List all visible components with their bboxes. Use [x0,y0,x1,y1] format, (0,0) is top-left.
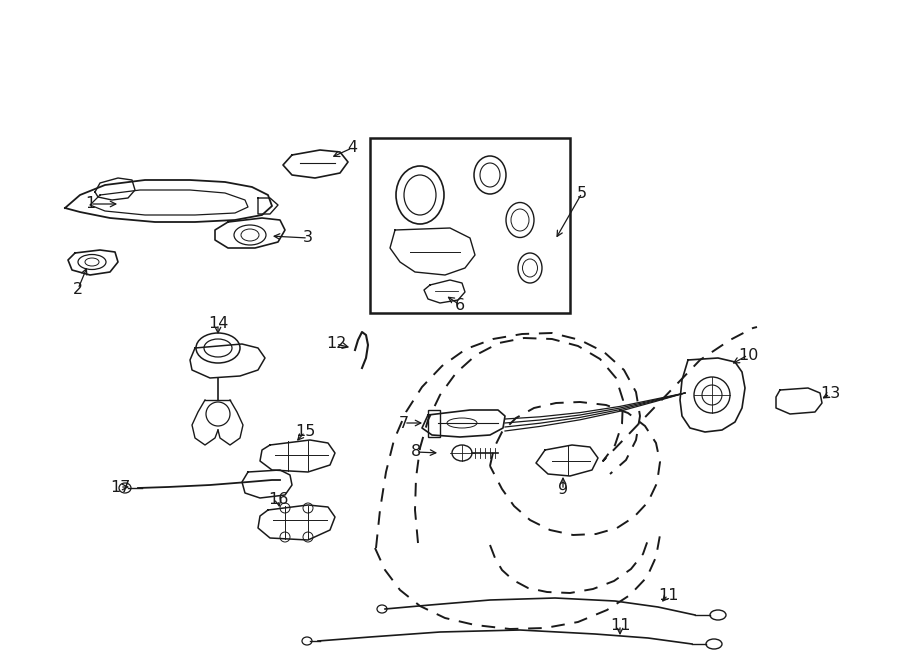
Ellipse shape [452,445,472,461]
Text: 16: 16 [268,492,288,508]
Text: 12: 12 [326,336,346,352]
Text: 5: 5 [577,186,587,200]
Text: 11: 11 [658,588,679,602]
Text: 1: 1 [85,196,95,212]
Text: 4: 4 [346,141,357,155]
Text: 8: 8 [411,444,421,459]
Ellipse shape [506,202,534,237]
Ellipse shape [474,156,506,194]
Text: 14: 14 [208,317,229,332]
Text: 13: 13 [820,387,840,401]
Text: 10: 10 [738,348,758,362]
Ellipse shape [78,254,106,270]
Text: 7: 7 [399,416,410,430]
Text: 11: 11 [610,617,630,633]
Text: 6: 6 [454,297,465,313]
Text: 2: 2 [73,282,83,297]
Text: 15: 15 [295,424,315,440]
Ellipse shape [396,166,444,224]
Ellipse shape [234,225,266,245]
Text: 17: 17 [110,479,130,494]
Bar [428,410,440,437]
Text: 3: 3 [303,231,313,245]
Ellipse shape [518,253,542,283]
Text: 9: 9 [558,483,568,498]
Bar [370,138,570,313]
Ellipse shape [196,333,240,363]
